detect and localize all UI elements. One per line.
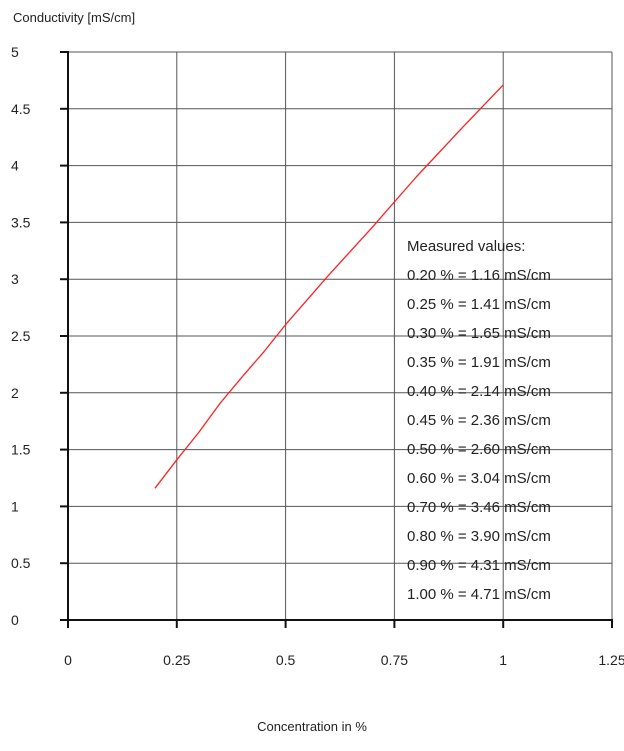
annotation-line-4: 0.40 % = 2.14 mS/cm	[407, 383, 551, 400]
tick-marks	[60, 51, 613, 628]
y-tick-label-5: 2.5	[11, 328, 31, 344]
x-tick-label-1: 0.25	[163, 652, 190, 668]
y-tick-label-4: 2	[11, 385, 19, 401]
grid	[68, 51, 613, 620]
measured-values-annotation: Measured values: 0.20 % = 1.16 mS/cm 0.25 …	[407, 238, 551, 603]
y-tick-label-8: 4	[11, 158, 19, 174]
y-tick-label-0: 0	[11, 612, 19, 628]
y-tick-label-1: 0.5	[11, 555, 31, 571]
annotation-line-5: 0.45 % = 2.36 mS/cm	[407, 412, 551, 429]
annotation-line-0: 0.20 % = 1.16 mS/cm	[407, 267, 551, 284]
y-axis-title: Conductivity [mS/cm]	[13, 10, 135, 25]
x-tick-label-2: 0.5	[276, 652, 296, 668]
annotation-line-3: 0.35 % = 1.91 mS/cm	[407, 354, 551, 371]
annotation-line-1: 0.25 % = 1.41 mS/cm	[407, 296, 551, 313]
y-tick-label-10: 5	[11, 44, 19, 60]
x-axis-title: Concentration in %	[257, 719, 367, 734]
annotation-line-10: 0.90 % = 4.31 mS/cm	[407, 557, 551, 574]
x-tick-label-0: 0	[64, 652, 72, 668]
annotation-line-11: 1.00 % = 4.71 mS/cm	[407, 586, 551, 603]
annotation-line-6: 0.50 % = 2.60 mS/cm	[407, 441, 551, 458]
x-tick-label-5: 1.25	[598, 652, 624, 668]
annotation-line-9: 0.80 % = 3.90 mS/cm	[407, 528, 551, 545]
annotation-heading: Measured values:	[407, 238, 525, 255]
y-tick-label-6: 3	[11, 271, 19, 287]
series-layer	[154, 84, 504, 489]
x-tick-labels: 0 0.25 0.5 0.75 1 1.25	[64, 652, 624, 668]
annotation-line-7: 0.60 % = 3.04 mS/cm	[407, 470, 551, 487]
series-line-0	[154, 84, 504, 489]
y-tick-label-9: 4.5	[11, 101, 31, 117]
y-tick-label-7: 3.5	[11, 214, 31, 230]
x-tick-label-4: 1	[499, 652, 507, 668]
y-tick-label-3: 1.5	[11, 442, 31, 458]
annotation-line-8: 0.70 % = 3.46 mS/cm	[407, 499, 551, 516]
y-tick-labels: 0 0.5 1 1.5 2 2.5 3 3.5 4 4.5 5	[11, 44, 31, 628]
x-tick-label-3: 0.75	[381, 652, 408, 668]
annotation-line-2: 0.30 % = 1.65 mS/cm	[407, 325, 551, 342]
y-tick-label-2: 1	[11, 498, 19, 514]
